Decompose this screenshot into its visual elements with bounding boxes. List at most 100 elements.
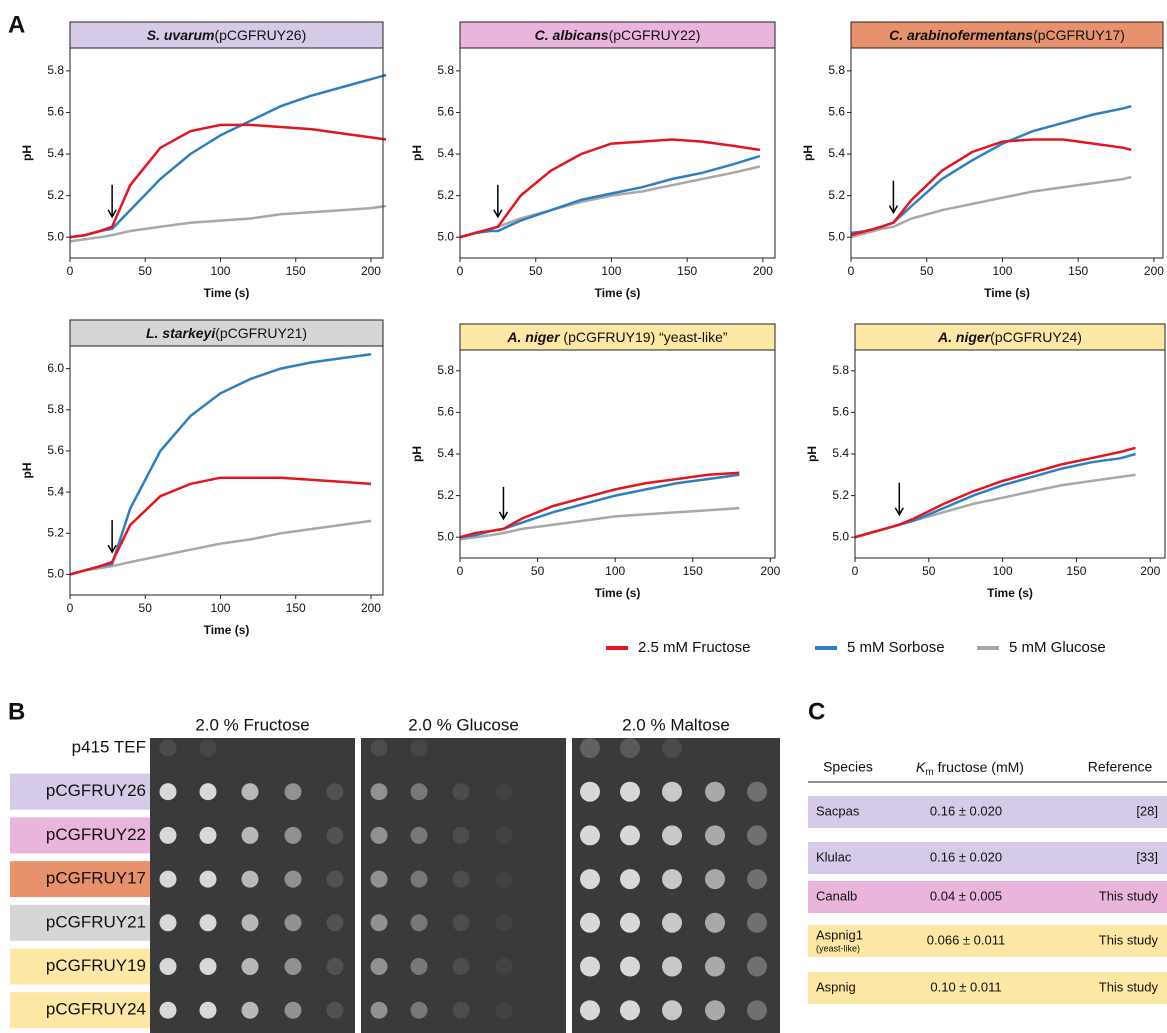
y-tick-label: 5.0 (437, 229, 454, 243)
title-species: A. niger (937, 329, 992, 345)
title-plasmid: (pCGFRUY17) (1033, 27, 1125, 43)
x-tick-label: 100 (601, 264, 621, 278)
spot (453, 783, 470, 800)
spot (747, 825, 767, 845)
title-species: C. arabinofermentans (889, 27, 1033, 43)
y-tick-label: 5.2 (437, 488, 454, 502)
spot (411, 1002, 428, 1019)
spot (620, 738, 640, 758)
x-axis-title: Time (s) (204, 623, 250, 637)
spot (662, 869, 682, 889)
legend-label: 5 mM Glucose (1009, 639, 1106, 656)
y-tick-label: 5.2 (437, 188, 454, 202)
spot (371, 827, 388, 844)
y-tick-label: 5.6 (828, 105, 845, 119)
spot (200, 827, 217, 844)
spot (705, 825, 725, 845)
spot (371, 1002, 388, 1019)
row-label: pCGFRUY21 (46, 912, 146, 931)
plot-frame (70, 48, 383, 258)
spot (747, 782, 767, 802)
spot (496, 783, 513, 800)
legend-label: 5 mM Sorbose (847, 639, 945, 656)
y-tick-label: 5.0 (828, 229, 845, 243)
title-plasmid: (pCGFRUY24) (990, 329, 1082, 345)
km-rest: fructose (mM) (934, 759, 1024, 775)
y-tick-label: 5.6 (437, 105, 454, 119)
spot (371, 958, 388, 975)
y-tick-label: 5.2 (47, 188, 64, 202)
title-plasmid: (pCGFRUY21) (215, 325, 307, 341)
row-label: pCGFRUY22 (46, 825, 146, 844)
spot (411, 871, 428, 888)
y-axis-title: pH (20, 145, 34, 161)
x-tick-label: 100 (605, 564, 625, 578)
spot (285, 1002, 302, 1019)
y-tick-label: 5.4 (437, 146, 454, 160)
x-tick-label: 50 (920, 264, 934, 278)
spot (327, 871, 344, 888)
spot (327, 1002, 344, 1019)
table-cell: 0.10 ± 0.011 (930, 979, 1001, 994)
chart-title: A. niger(pCGFRUY24) (937, 329, 1082, 345)
spot (242, 958, 259, 975)
table-cell: This study (1099, 932, 1159, 947)
spot (705, 1000, 725, 1020)
panel-label: B (8, 698, 25, 725)
spot (371, 914, 388, 931)
x-tick-label: 200 (1140, 564, 1160, 578)
spot (411, 827, 428, 844)
chart-title: S. uvarum(pCGFRUY26) (147, 27, 307, 43)
x-tick-label: 50 (139, 601, 153, 615)
y-tick-label: 5.8 (47, 402, 64, 416)
spot (496, 871, 513, 888)
spot (285, 827, 302, 844)
x-tick-label: 200 (760, 564, 780, 578)
y-tick-label: 5.8 (832, 363, 849, 377)
chart-title: C. arabinofermentans(pCGFRUY17) (889, 27, 1125, 43)
x-tick-label: 200 (753, 264, 773, 278)
figure: A B C S. uvarum(pCGFRUY26)pHTime (s)5.05… (0, 0, 1167, 1033)
spot (242, 914, 259, 931)
table-cell: This study (1099, 888, 1159, 903)
y-tick-label: 5.4 (47, 484, 64, 498)
spot (160, 914, 177, 931)
x-tick-label: 200 (361, 601, 381, 615)
spot (662, 957, 682, 977)
spot (662, 738, 682, 758)
spot (160, 958, 177, 975)
y-axis-title: pH (20, 463, 34, 479)
y-tick-label: 5.8 (437, 63, 454, 77)
title-species: C. albicans (535, 27, 609, 43)
row-label: pCGFRUY17 (46, 869, 146, 888)
spot (580, 738, 600, 758)
spot (285, 871, 302, 888)
spot (453, 914, 470, 931)
x-tick-label: 150 (1068, 264, 1088, 278)
chart-title: L. starkeyi(pCGFRUY21) (146, 325, 307, 341)
spot (285, 783, 302, 800)
column-header: 2.0 % Glucose (408, 715, 519, 734)
table-cell: Aspnig (816, 979, 856, 994)
series-line (460, 140, 760, 238)
spot (371, 783, 388, 800)
table-cell: 0.16 ± 0.020 (930, 849, 1002, 864)
x-axis-title: Time (s) (595, 586, 641, 600)
x-tick-label: 150 (683, 564, 703, 578)
spot (160, 783, 177, 800)
table-cell: Canalb (816, 888, 857, 903)
spot (200, 783, 217, 800)
x-tick-label: 200 (361, 264, 381, 278)
spot (327, 958, 344, 975)
spot (747, 869, 767, 889)
y-tick-label: 5.4 (828, 146, 845, 160)
row-label: p415 TEF (72, 737, 146, 756)
spot (200, 958, 217, 975)
spot (453, 827, 470, 844)
spot (662, 1000, 682, 1020)
spot (160, 1002, 177, 1019)
table-cell: [33] (1136, 849, 1158, 864)
spot (411, 740, 428, 757)
km-sub: m (925, 767, 933, 778)
spot (411, 958, 428, 975)
